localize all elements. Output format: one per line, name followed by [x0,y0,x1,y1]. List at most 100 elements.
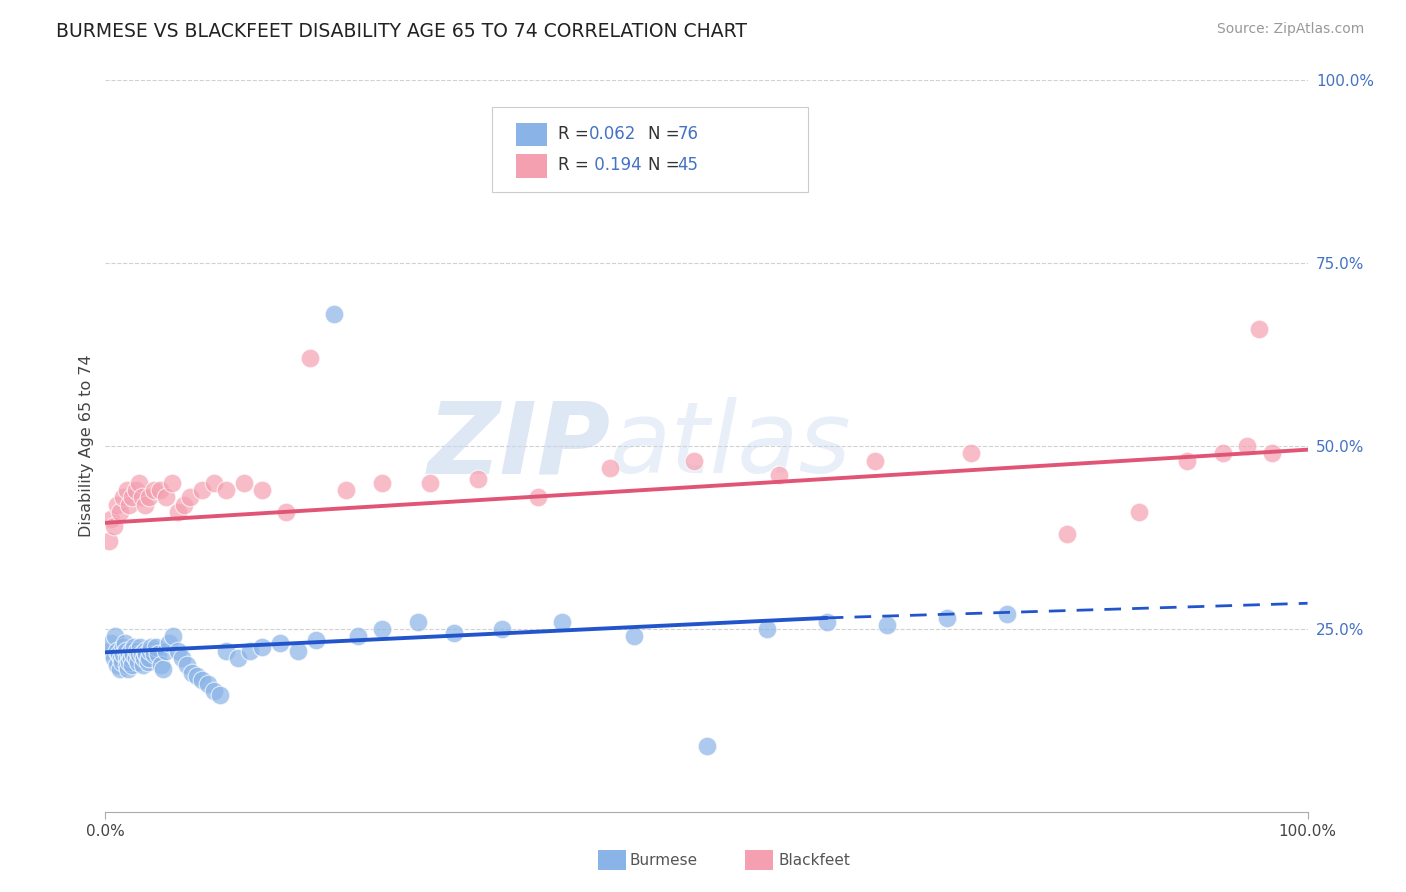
Point [322,307,344,321]
Point [122,648,145,662]
Point [443,625,465,640]
Point [419,475,441,490]
Point [124,651,146,665]
Point [936,611,959,625]
Point [696,739,718,753]
Point [118,498,141,512]
Point [1175,453,1198,467]
Point [114,636,136,650]
Point [107,658,129,673]
Y-axis label: Disability Age 65 to 74: Disability Age 65 to 74 [79,355,94,537]
Point [112,648,135,662]
Point [142,648,165,662]
Text: N =: N = [648,156,685,174]
Point [125,644,148,658]
Point [134,644,156,658]
Text: Blackfeet: Blackfeet [779,854,851,868]
Point [298,351,321,366]
Point [371,622,394,636]
Point [100,512,122,526]
Point [197,676,219,690]
Point [1056,526,1078,541]
Point [118,648,141,662]
Point [107,498,129,512]
Point [599,461,621,475]
Text: 0.062: 0.062 [589,125,637,143]
Point [305,632,328,647]
Point [115,658,138,673]
Point [132,651,155,665]
Text: R =: R = [558,156,595,174]
Point [128,648,150,662]
Point [115,651,138,665]
Point [1260,446,1282,460]
Point [232,475,254,490]
Point [755,622,778,636]
Point [129,640,152,655]
Point [181,665,204,680]
Text: BURMESE VS BLACKFEET DISABILITY AGE 65 TO 74 CORRELATION CHART: BURMESE VS BLACKFEET DISABILITY AGE 65 T… [56,22,747,41]
Point [250,640,273,655]
Point [104,629,127,643]
Point [108,505,131,519]
Point [863,453,886,467]
Point [110,651,132,665]
Point [347,629,370,643]
Text: 45: 45 [678,156,699,174]
Point [139,644,162,658]
Point [128,475,150,490]
Point [491,622,513,636]
Point [406,615,429,629]
Point [135,648,157,662]
Point [121,490,143,504]
Point [132,658,155,673]
Point [876,618,898,632]
Point [155,490,177,504]
Point [136,655,159,669]
Point [149,658,172,673]
Point [287,644,309,658]
Point [186,669,208,683]
Point [142,483,165,497]
Point [100,636,122,650]
Point [152,662,174,676]
Point [683,453,706,467]
Point [111,655,134,669]
Point [112,490,135,504]
Point [120,651,142,665]
Point [208,688,231,702]
Point [103,651,125,665]
Point [139,640,162,655]
Point [250,483,273,497]
Point [335,483,357,497]
Point [467,472,489,486]
Point [103,519,125,533]
Point [960,446,983,460]
Point [173,498,195,512]
Point [107,644,129,658]
Point [162,629,184,643]
Point [527,490,550,504]
Text: Burmese: Burmese [630,854,697,868]
Point [551,615,574,629]
Point [768,468,790,483]
Text: ZIP: ZIP [427,398,610,494]
Point [145,640,167,655]
Text: atlas: atlas [610,398,852,494]
Point [131,490,153,504]
Point [124,483,146,497]
Point [160,475,183,490]
Point [1212,446,1234,460]
Point [120,644,142,658]
Point [108,662,131,676]
Point [117,662,139,676]
Point [214,644,236,658]
Point [1236,439,1258,453]
Point [226,651,249,665]
Point [131,648,153,662]
Point [166,505,188,519]
Point [269,636,291,650]
Point [166,644,188,658]
Point [1128,505,1150,519]
Point [995,607,1018,622]
